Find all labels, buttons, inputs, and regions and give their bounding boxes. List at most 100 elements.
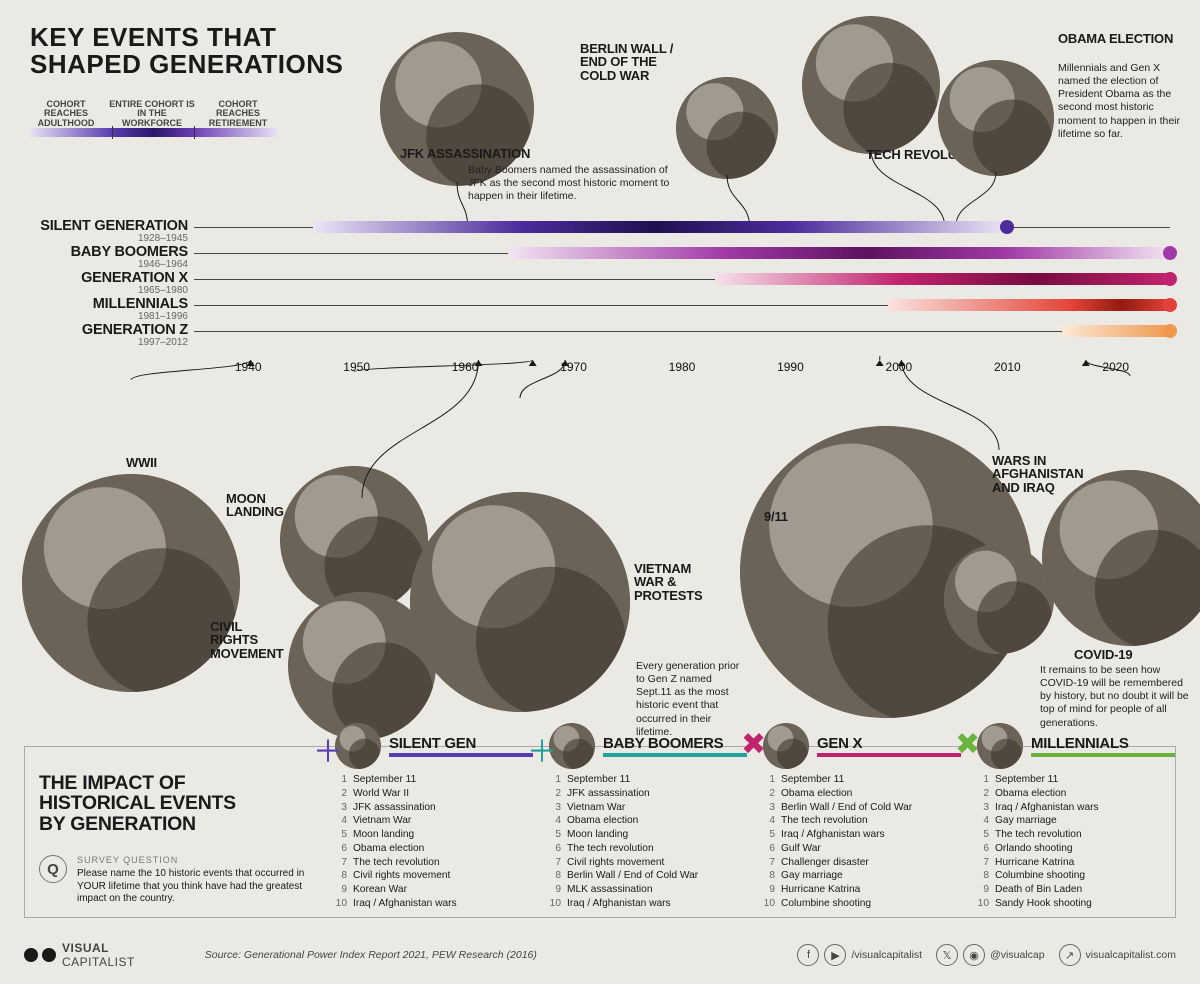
impact-list: 1September 112World War II3JFK assassina…: [335, 773, 533, 911]
impact-list-item: 7The tech revolution: [335, 856, 533, 870]
generation-timeline: SILENT GENERATION 1928–1945 BABY BOOMERS…: [30, 220, 1170, 350]
event-label-covid: COVID-19: [1074, 648, 1194, 661]
event-photo-wwii: [22, 474, 240, 692]
event-photo-covid: [1042, 470, 1200, 646]
impact-list-item: 9MLK assassination: [549, 883, 747, 897]
social-group[interactable]: f▶ /visualcapitalist: [797, 944, 922, 966]
impact-column-name: GEN X: [817, 735, 961, 757]
event-photo-berlin: [676, 77, 778, 179]
axis-tick: 1950: [343, 360, 370, 374]
impact-list-item: 7Challenger disaster: [763, 856, 961, 870]
impact-list: 1September 112Obama election3Iraq / Afgh…: [977, 773, 1175, 911]
impact-list-item: 4The tech revolution: [763, 814, 961, 828]
decorative-mark: ＋: [527, 727, 557, 771]
impact-list-item: 5Moon landing: [549, 828, 747, 842]
generation-endcap: [1163, 298, 1177, 312]
generation-name: BABY BOOMERS: [71, 244, 188, 260]
events-top-region: JFK ASSASSINATIONBaby Boomers named the …: [0, 12, 1200, 216]
impact-list-item: 10Iraq / Afghanistan wars: [549, 897, 747, 911]
impact-column-1: ＋BABY BOOMERS1September 112JFK assassina…: [549, 723, 747, 911]
decorative-mark: ＋: [313, 727, 343, 771]
axis-tick: 1970: [560, 360, 587, 374]
generation-years: 1981–1996: [138, 311, 188, 322]
social-icon[interactable]: ◉: [963, 944, 985, 966]
event-desc-obama: Millennials and Gen X named the election…: [1058, 62, 1186, 141]
generation-years: 1965–1980: [138, 285, 188, 296]
impact-list-item: 1September 11: [335, 773, 533, 787]
impact-title: THE IMPACT OFHISTORICAL EVENTSBY GENERAT…: [39, 773, 236, 834]
impact-column-0: ＋SILENT GEN1September 112World War II3JF…: [335, 723, 533, 911]
event-photo-tech: [802, 16, 940, 154]
social-group[interactable]: ↗ visualcapitalist.com: [1059, 944, 1176, 966]
impact-list-item: 8Berlin Wall / End of Cold War: [549, 869, 747, 883]
impact-list-item: 6Obama election: [335, 842, 533, 856]
impact-list-item: 5Iraq / Afghanistan wars: [763, 828, 961, 842]
decorative-mark: ✖: [741, 727, 766, 762]
event-photo-viet: [410, 492, 630, 712]
social-links: f▶ /visualcapitalist 𝕏◉@visualcap ↗ visualca…: [797, 944, 1176, 966]
generation-row: GENERATION Z 1997–2012: [30, 324, 1170, 350]
axis-tick: 2000: [886, 360, 913, 374]
axis-tick: 2020: [1102, 360, 1129, 374]
event-label-civil: CIVIL RIGHTS MOVEMENT: [210, 620, 290, 660]
social-icon[interactable]: ▶: [824, 944, 846, 966]
brand-logo: VISUAL CAPITALIST: [24, 941, 135, 969]
generation-name: MILLENNIALS: [93, 296, 188, 312]
brand-2: CAPITALIST: [62, 955, 135, 969]
social-handle: visualcapitalist.com: [1086, 949, 1176, 961]
impact-list-item: 10Sandy Hook shooting: [977, 897, 1175, 911]
generation-endcap: [1163, 324, 1177, 338]
decorative-mark: ✖: [955, 727, 980, 762]
impact-column-name: MILLENNIALS: [1031, 735, 1175, 757]
impact-list-item: 3Iraq / Afghanistan wars: [977, 801, 1175, 815]
survey-question: Q SURVEY QUESTION Please name the 10 his…: [39, 855, 309, 906]
generation-bar: [1062, 325, 1170, 337]
impact-list-item: 9Hurricane Katrina: [763, 883, 961, 897]
goggles-icon: [24, 945, 56, 965]
impact-list-item: 4Vietnam War: [335, 814, 533, 828]
impact-list-item: 5The tech revolution: [977, 828, 1175, 842]
social-handle: /visualcapitalist: [851, 949, 922, 961]
impact-list-item: 6The tech revolution: [549, 842, 747, 856]
impact-column-3: ✖MILLENNIALS1September 112Obama election…: [977, 723, 1175, 911]
portrait-icon: [977, 723, 1023, 769]
impact-list-item: 9Korean War: [335, 883, 533, 897]
footer: VISUAL CAPITALIST Source: Generational P…: [24, 940, 1176, 970]
impact-list-item: 1September 11: [549, 773, 747, 787]
generation-endcap: [1163, 246, 1177, 260]
social-group[interactable]: 𝕏◉@visualcap: [936, 944, 1044, 966]
social-icon[interactable]: f: [797, 944, 819, 966]
brand-1: VISUAL: [62, 941, 109, 955]
social-icon[interactable]: ↗: [1059, 944, 1081, 966]
portrait-icon: [763, 723, 809, 769]
impact-list-item: 8Columbine shooting: [977, 869, 1175, 883]
event-label-911: 9/11: [764, 510, 814, 523]
impact-list-item: 1September 11: [977, 773, 1175, 787]
impact-column-2: ✖GEN X1September 112Obama election3Berli…: [763, 723, 961, 911]
impact-list-item: 3Vietnam War: [549, 801, 747, 815]
impact-list-item: 2Obama election: [977, 787, 1175, 801]
event-label-obama: OBAMA ELECTION: [1058, 32, 1188, 45]
event-photo-wars: [944, 544, 1054, 654]
social-icon[interactable]: 𝕏: [936, 944, 958, 966]
event-label-viet: VIETNAM WAR & PROTESTS: [634, 562, 714, 602]
generation-bar: [313, 221, 1007, 233]
year-axis: 194019501960197019801990200020102020: [194, 360, 1170, 380]
event-label-wwii: WWII: [126, 456, 186, 469]
axis-tick: 1940: [235, 360, 262, 374]
generation-row: SILENT GENERATION 1928–1945: [30, 220, 1170, 246]
impact-list-item: 8Civil rights movement: [335, 869, 533, 883]
impact-list-item: 3JFK assassination: [335, 801, 533, 815]
impact-list-item: 6Gulf War: [763, 842, 961, 856]
survey-label: SURVEY QUESTION: [77, 855, 309, 866]
impact-box: THE IMPACT OFHISTORICAL EVENTSBY GENERAT…: [24, 746, 1176, 918]
generation-name: GENERATION X: [81, 270, 188, 286]
generation-row: MILLENNIALS 1981–1996: [30, 298, 1170, 324]
impact-list-item: 10Columbine shooting: [763, 897, 961, 911]
generation-endcap: [1000, 220, 1014, 234]
impact-list-item: 2JFK assassination: [549, 787, 747, 801]
event-photo-obama: [938, 60, 1054, 176]
generation-years: 1946–1964: [138, 259, 188, 270]
impact-list: 1September 112Obama election3Berlin Wall…: [763, 773, 961, 911]
generation-bar: [508, 247, 1170, 259]
